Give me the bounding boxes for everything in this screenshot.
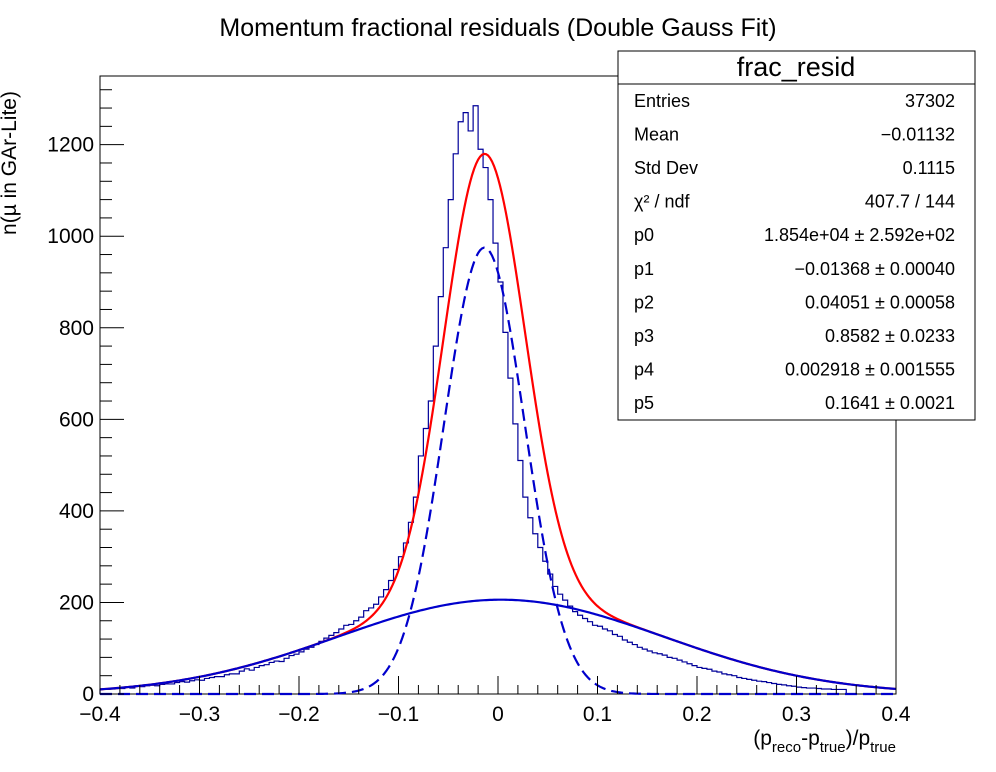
stats-row-label: p2 <box>634 292 654 312</box>
stats-row-value: 0.1641 ± 0.0021 <box>825 393 955 413</box>
x-axis-label: (preco-ptrue)/ptrue <box>753 727 896 756</box>
y-tick-label: 1000 <box>47 225 94 248</box>
x-tick-label: −0.4 <box>79 703 121 726</box>
stats-row-label: p5 <box>634 393 654 413</box>
y-tick-label: 200 <box>59 591 94 614</box>
x-label-part-2: -p <box>801 727 820 750</box>
y-axis-label: n(µ in GAr-Lite) <box>0 91 21 235</box>
stats-row-value: −0.01132 <box>881 124 955 144</box>
y-tick-label: 600 <box>59 408 94 431</box>
stats-row-value: 1.854e+04 ± 2.592e+02 <box>764 225 955 245</box>
x-tick-label: 0.2 <box>682 703 711 726</box>
x-tick-label: 0.4 <box>881 703 911 726</box>
stats-row-label: Std Dev <box>634 158 698 178</box>
fit-curve-wide <box>99 598 897 691</box>
stats-row-label: χ² / ndf <box>634 192 690 212</box>
plot-area: −0.4 −0.3 −0.2 −0.1 0 0.1 0.2 0.3 0.4 0 200 400 600 8… <box>47 75 911 726</box>
stats-row-label: p1 <box>634 259 654 279</box>
stats-row-value: 407.7 / 144 <box>865 192 955 212</box>
x-label-part-1: (p <box>753 727 772 750</box>
stats-box: frac_resid Entries 37302 Mean −0.01132 Std D… <box>617 50 976 421</box>
x-label-part-3: )/p <box>846 727 871 750</box>
stats-row-label: p3 <box>634 326 654 346</box>
stats-row-value: −0.01368 ± 0.00040 <box>794 259 955 279</box>
stats-row-value: 0.04051 ± 0.00058 <box>805 292 955 312</box>
x-tick-label: −0.3 <box>179 703 220 726</box>
x-tick-label: 0.1 <box>583 703 612 726</box>
x-label-sub-reco: reco <box>772 739 801 756</box>
x-tick-label: 0 <box>492 703 504 726</box>
stats-box-frame <box>617 50 976 421</box>
y-tick-label: 800 <box>59 317 94 340</box>
fit-curve-narrow <box>100 246 896 696</box>
y-axis-label-text: n(µ in GAr-Lite) <box>0 91 21 235</box>
chart-title: Momentum fractional residuals (Double Ga… <box>219 14 776 42</box>
stats-row-value: 0.8582 ± 0.0233 <box>825 326 955 346</box>
x-tick-label: −0.1 <box>378 703 419 726</box>
stats-row-label: p4 <box>634 360 654 380</box>
stats-box-title: frac_resid <box>737 52 856 82</box>
histogram-series <box>99 105 847 694</box>
x-tick-label: 0.3 <box>782 703 811 726</box>
stats-row-label: Entries <box>634 91 690 111</box>
x-tick-label: −0.2 <box>278 703 319 726</box>
x-label-sub-true-2: true <box>870 739 896 756</box>
stats-row-label: p0 <box>634 225 654 245</box>
y-tick-label: 1200 <box>47 134 94 157</box>
y-tick-label: 0 <box>82 683 94 706</box>
y-tick-label: 400 <box>59 500 94 523</box>
x-label-sub-true: true <box>820 739 846 756</box>
stats-row-value: 0.002918 ± 0.001555 <box>785 360 955 380</box>
stats-row-label: Mean <box>634 124 679 144</box>
stats-row-value: 0.1115 <box>903 158 955 178</box>
stats-row-value: 37302 <box>905 91 955 111</box>
